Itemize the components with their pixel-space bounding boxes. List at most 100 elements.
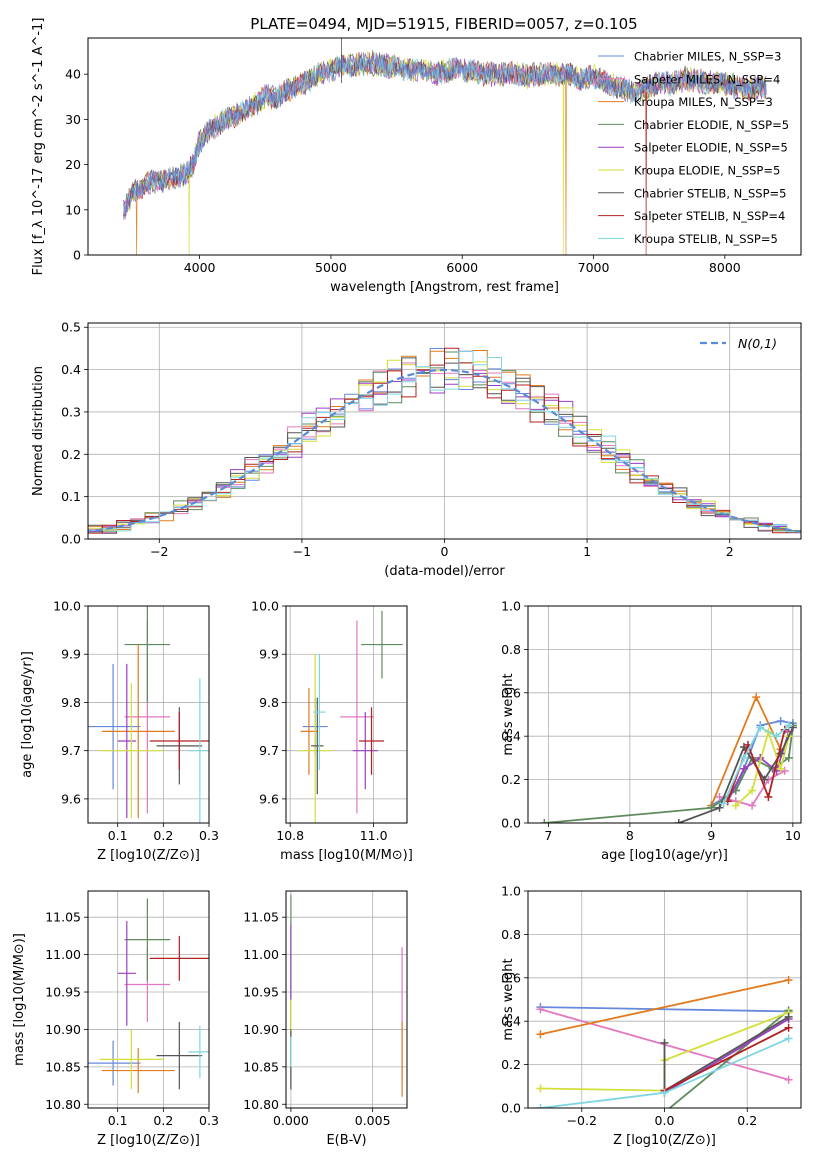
plot-area bbox=[88, 347, 801, 536]
weight-marker bbox=[756, 723, 765, 732]
weight-marker bbox=[784, 1075, 793, 1084]
legend-label: Salpeter MILES, N_SSP=4 bbox=[634, 72, 780, 86]
y-tick-label: 10 bbox=[65, 202, 81, 217]
y-tick-label: 9.8 bbox=[61, 695, 81, 710]
errorbar-point bbox=[188, 678, 209, 823]
legend-item: Salpeter MILES, N_SSP=4 bbox=[598, 72, 780, 86]
axes-frame bbox=[87, 322, 802, 540]
y-axis-label: age [log10(age/yr)] bbox=[20, 651, 35, 778]
weight-marker bbox=[748, 786, 757, 795]
histogram-step bbox=[88, 350, 801, 535]
y-tick-label: 10.85 bbox=[45, 1059, 81, 1074]
weight-marker bbox=[660, 1038, 669, 1047]
legend-item: Chabrier STELIB, N_SSP=5 bbox=[598, 186, 786, 200]
y-tick-label: 0.2 bbox=[61, 447, 81, 462]
y-axis-label: mass [log10(M/M⊙)] bbox=[12, 933, 27, 1066]
y-axis-label: mass weight bbox=[501, 958, 516, 1040]
y-tick-label: 11.00 bbox=[243, 947, 279, 962]
weight-series bbox=[536, 1034, 793, 1108]
x-tick-label: 0.0 bbox=[655, 1113, 675, 1128]
errorbar-point bbox=[117, 663, 136, 819]
x-tick-label: 5000 bbox=[315, 260, 347, 275]
errorbar-point bbox=[149, 712, 209, 770]
y-tick-label: 20 bbox=[65, 157, 81, 172]
y-axis-label: Flux [f_λ 10^-17 erg cm^-2 s^-1 A^-1] bbox=[31, 18, 46, 276]
legend-label: Kroupa STELIB, N_SSP=5 bbox=[634, 232, 778, 246]
axes-frame bbox=[285, 605, 408, 824]
legend-label: Kroupa MILES, N_SSP=3 bbox=[634, 95, 773, 109]
x-tick-label: 0.2 bbox=[153, 1113, 173, 1128]
figure-title: PLATE=0494, MJD=51915, FIBERID=0057, z=0… bbox=[250, 15, 637, 33]
y-tick-label: 10.90 bbox=[45, 1022, 81, 1037]
weight-line bbox=[678, 727, 794, 823]
weight-marker bbox=[764, 792, 773, 801]
weight-marker bbox=[674, 819, 683, 823]
weight-series bbox=[674, 723, 797, 823]
y-tick-label: 0.2 bbox=[501, 1057, 521, 1072]
chart-mass-vs-ebv: 0.000 0.005 10.80 10.85 10.90 10.95 11.00 11.05… bbox=[243, 890, 408, 1148]
x-tick-label: 0.005 bbox=[355, 1113, 391, 1128]
x-axis-label: Z [log10(Z/Z⊙)] bbox=[97, 1133, 200, 1148]
x-axis-label: (data-model)/error bbox=[384, 564, 505, 579]
y-tick-label: 11.00 bbox=[45, 947, 81, 962]
weight-marker bbox=[748, 801, 757, 810]
x-tick-label: 11.0 bbox=[360, 828, 388, 843]
y-tick-label: 10.0 bbox=[53, 599, 81, 614]
weight-marker bbox=[772, 732, 781, 741]
errorbar-point bbox=[149, 935, 209, 981]
y-axis-label: mass weight bbox=[501, 673, 516, 755]
weight-marker bbox=[776, 749, 785, 758]
weight-marker bbox=[788, 723, 797, 732]
y-tick-label: 11.05 bbox=[243, 910, 279, 925]
legend: Chabrier MILES, N_SSP=3 Salpeter MILES, N… bbox=[598, 50, 789, 246]
y-tick-label: 9.6 bbox=[61, 791, 81, 806]
y-tick-label: 0.2 bbox=[501, 772, 521, 787]
axes-frame bbox=[87, 37, 802, 256]
weight-line bbox=[540, 1006, 789, 1013]
y-tick-label: 10.85 bbox=[243, 1059, 279, 1074]
x-tick-label: 0.3 bbox=[199, 1113, 219, 1128]
weight-line bbox=[664, 1026, 790, 1092]
x-tick-label: 7000 bbox=[578, 260, 610, 275]
plot-area bbox=[88, 606, 209, 823]
errorbar-point bbox=[300, 687, 318, 775]
x-tick-label: 7 bbox=[544, 828, 552, 843]
y-tick-label: 0.6 bbox=[501, 685, 521, 700]
y-tick-label: 0.8 bbox=[501, 927, 521, 942]
legend-item: Kroupa MILES, N_SSP=3 bbox=[598, 95, 773, 109]
errorbar-point bbox=[188, 1025, 209, 1079]
plot-area bbox=[88, 898, 209, 1094]
x-axis-label: Z [log10(Z/Z⊙)] bbox=[613, 1133, 716, 1148]
legend-label: Chabrier STELIB, N_SSP=5 bbox=[634, 186, 786, 200]
errorbar-point bbox=[124, 898, 171, 981]
weight-marker bbox=[784, 753, 793, 762]
x-axis-label: mass [log10(M/M⊙)] bbox=[280, 848, 413, 863]
weight-marker bbox=[784, 1023, 793, 1032]
y-tick-label: 10.80 bbox=[243, 1097, 279, 1112]
y-tick-label: 9.9 bbox=[259, 647, 279, 662]
weight-line bbox=[540, 979, 789, 1036]
weight-marker bbox=[752, 693, 761, 702]
errorbar-point bbox=[340, 620, 374, 814]
weight-line bbox=[668, 1009, 790, 1108]
chart-mass-vs-Z: 0.1 0.2 0.3 10.80 10.85 10.90 10.95 11.00 11.05 Z… bbox=[12, 890, 219, 1148]
x-tick-label: 0.000 bbox=[273, 1113, 309, 1128]
x-tick-label: −0.2 bbox=[567, 1113, 597, 1128]
errorbar-point bbox=[101, 1048, 175, 1094]
y-tick-label: 0.0 bbox=[501, 1101, 521, 1116]
errorbar-point bbox=[311, 697, 324, 795]
plot-area bbox=[536, 975, 793, 1108]
legend-label: Kroupa ELODIE, N_SSP=5 bbox=[634, 164, 780, 178]
weight-marker bbox=[660, 1088, 669, 1097]
errorbar-point bbox=[359, 707, 385, 775]
weight-marker bbox=[536, 1005, 545, 1014]
x-tick-label: 9 bbox=[707, 828, 715, 843]
x-tick-label: 1 bbox=[583, 544, 591, 559]
x-tick-label: 0.3 bbox=[199, 828, 219, 843]
y-tick-label: 1.0 bbox=[501, 884, 521, 899]
grid-lines bbox=[286, 891, 407, 1108]
legend-label: Salpeter STELIB, N_SSP=4 bbox=[634, 209, 785, 223]
legend-item: Chabrier ELODIE, N_SSP=5 bbox=[598, 118, 789, 132]
weight-marker bbox=[784, 975, 793, 984]
